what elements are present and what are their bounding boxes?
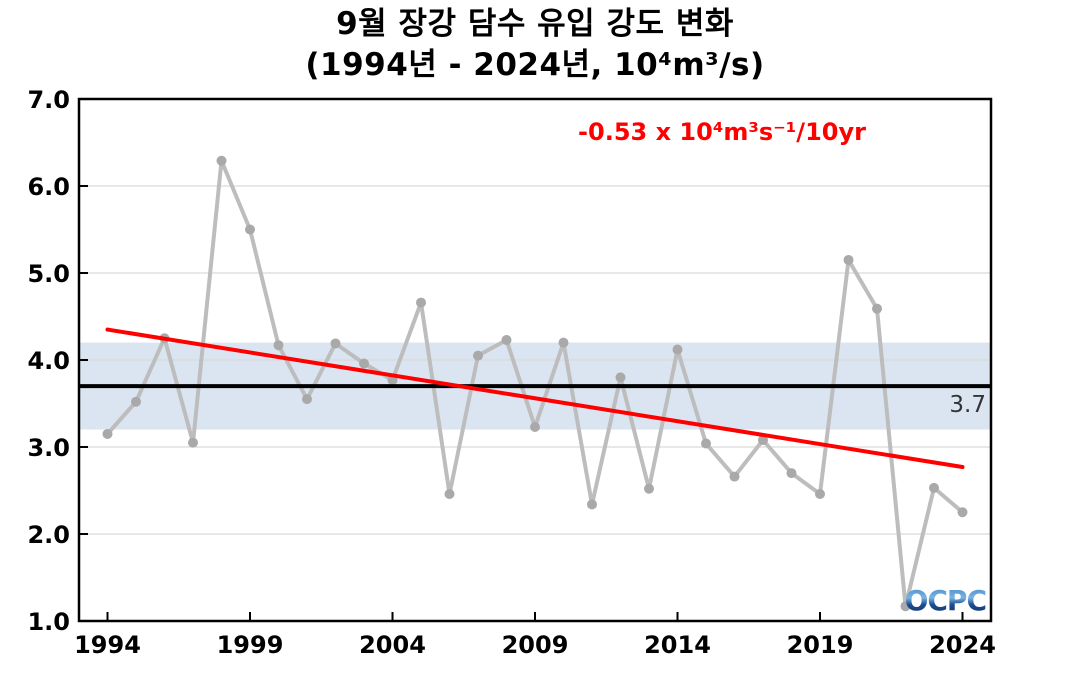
data-point-2014 bbox=[672, 344, 683, 355]
data-point-2001 bbox=[302, 394, 312, 405]
data-point-2005 bbox=[416, 297, 426, 308]
mean-value-label: 3.7 bbox=[949, 392, 986, 418]
y-tick-label-6.0: 6.0 bbox=[27, 173, 70, 201]
data-point-2020 bbox=[843, 254, 854, 265]
ocpc-logo: OCPC bbox=[905, 584, 986, 617]
data-point-2011 bbox=[587, 499, 597, 510]
data-point-2003 bbox=[359, 358, 369, 369]
y-tick-label-5.0: 5.0 bbox=[27, 260, 70, 288]
data-point-2018 bbox=[786, 468, 797, 479]
y-tick-label-4.0: 4.0 bbox=[27, 347, 70, 375]
chart-subtitle: (1994년 - 2024년, 10⁴m³/s) bbox=[305, 46, 765, 83]
data-point-2015 bbox=[701, 438, 711, 449]
x-tick-label-2019: 2019 bbox=[787, 631, 854, 659]
data-point-2000 bbox=[273, 340, 284, 351]
data-point-1997 bbox=[188, 437, 198, 448]
data-point-1995 bbox=[131, 396, 141, 407]
chart-title: 9월 장강 담수 유입 강도 변화 bbox=[336, 6, 734, 42]
data-point-2012 bbox=[615, 372, 626, 383]
data-point-2013 bbox=[644, 483, 654, 494]
data-point-2010 bbox=[558, 337, 569, 348]
x-tick-label-1999: 1999 bbox=[217, 631, 284, 659]
data-point-2007 bbox=[473, 350, 483, 361]
data-point-2017 bbox=[758, 435, 768, 446]
x-tick-label-2004: 2004 bbox=[359, 631, 426, 659]
x-tick-label-2014: 2014 bbox=[644, 631, 711, 659]
data-point-2006 bbox=[444, 488, 455, 499]
data-point-2008 bbox=[501, 334, 512, 345]
data-point-2023 bbox=[929, 482, 939, 493]
data-point-2009 bbox=[530, 421, 540, 432]
grid-layer bbox=[79, 185, 991, 535]
data-point-2022 bbox=[900, 601, 911, 612]
data-point-1998 bbox=[216, 155, 227, 166]
trend-line bbox=[105, 327, 965, 470]
y-tick-label-1.0: 1.0 bbox=[27, 608, 70, 636]
data-point-1999 bbox=[245, 224, 255, 235]
data-point-2016 bbox=[729, 471, 740, 482]
data-point-2002 bbox=[330, 338, 341, 349]
tick-label-layer: 1994 1999 2004 2009 2014 2019 2024 1.0 2.0 3.0 4.0… bbox=[27, 86, 995, 659]
x-tick-label-2024: 2024 bbox=[929, 631, 996, 659]
axes-layer bbox=[77, 97, 993, 623]
y-tick-label-3.0: 3.0 bbox=[27, 434, 70, 462]
data-point-2024 bbox=[957, 507, 968, 518]
y-tick-label-7.0: 7.0 bbox=[27, 86, 70, 114]
y-tick-label-2.0: 2.0 bbox=[27, 521, 70, 549]
trend-annotation: -0.53 x 10⁴m³s⁻¹/10yr bbox=[578, 118, 866, 146]
x-tick-label-2009: 2009 bbox=[502, 631, 569, 659]
title-block: 9월 장강 담수 유입 강도 변화 (1994년 - 2024년, 10⁴m³/… bbox=[0, 4, 1070, 86]
data-point-1994 bbox=[102, 428, 113, 439]
trend-layer bbox=[105, 327, 965, 470]
data-point-2019 bbox=[815, 488, 825, 499]
data-point-2021 bbox=[872, 303, 882, 314]
x-tick-label-1994: 1994 bbox=[74, 631, 141, 659]
